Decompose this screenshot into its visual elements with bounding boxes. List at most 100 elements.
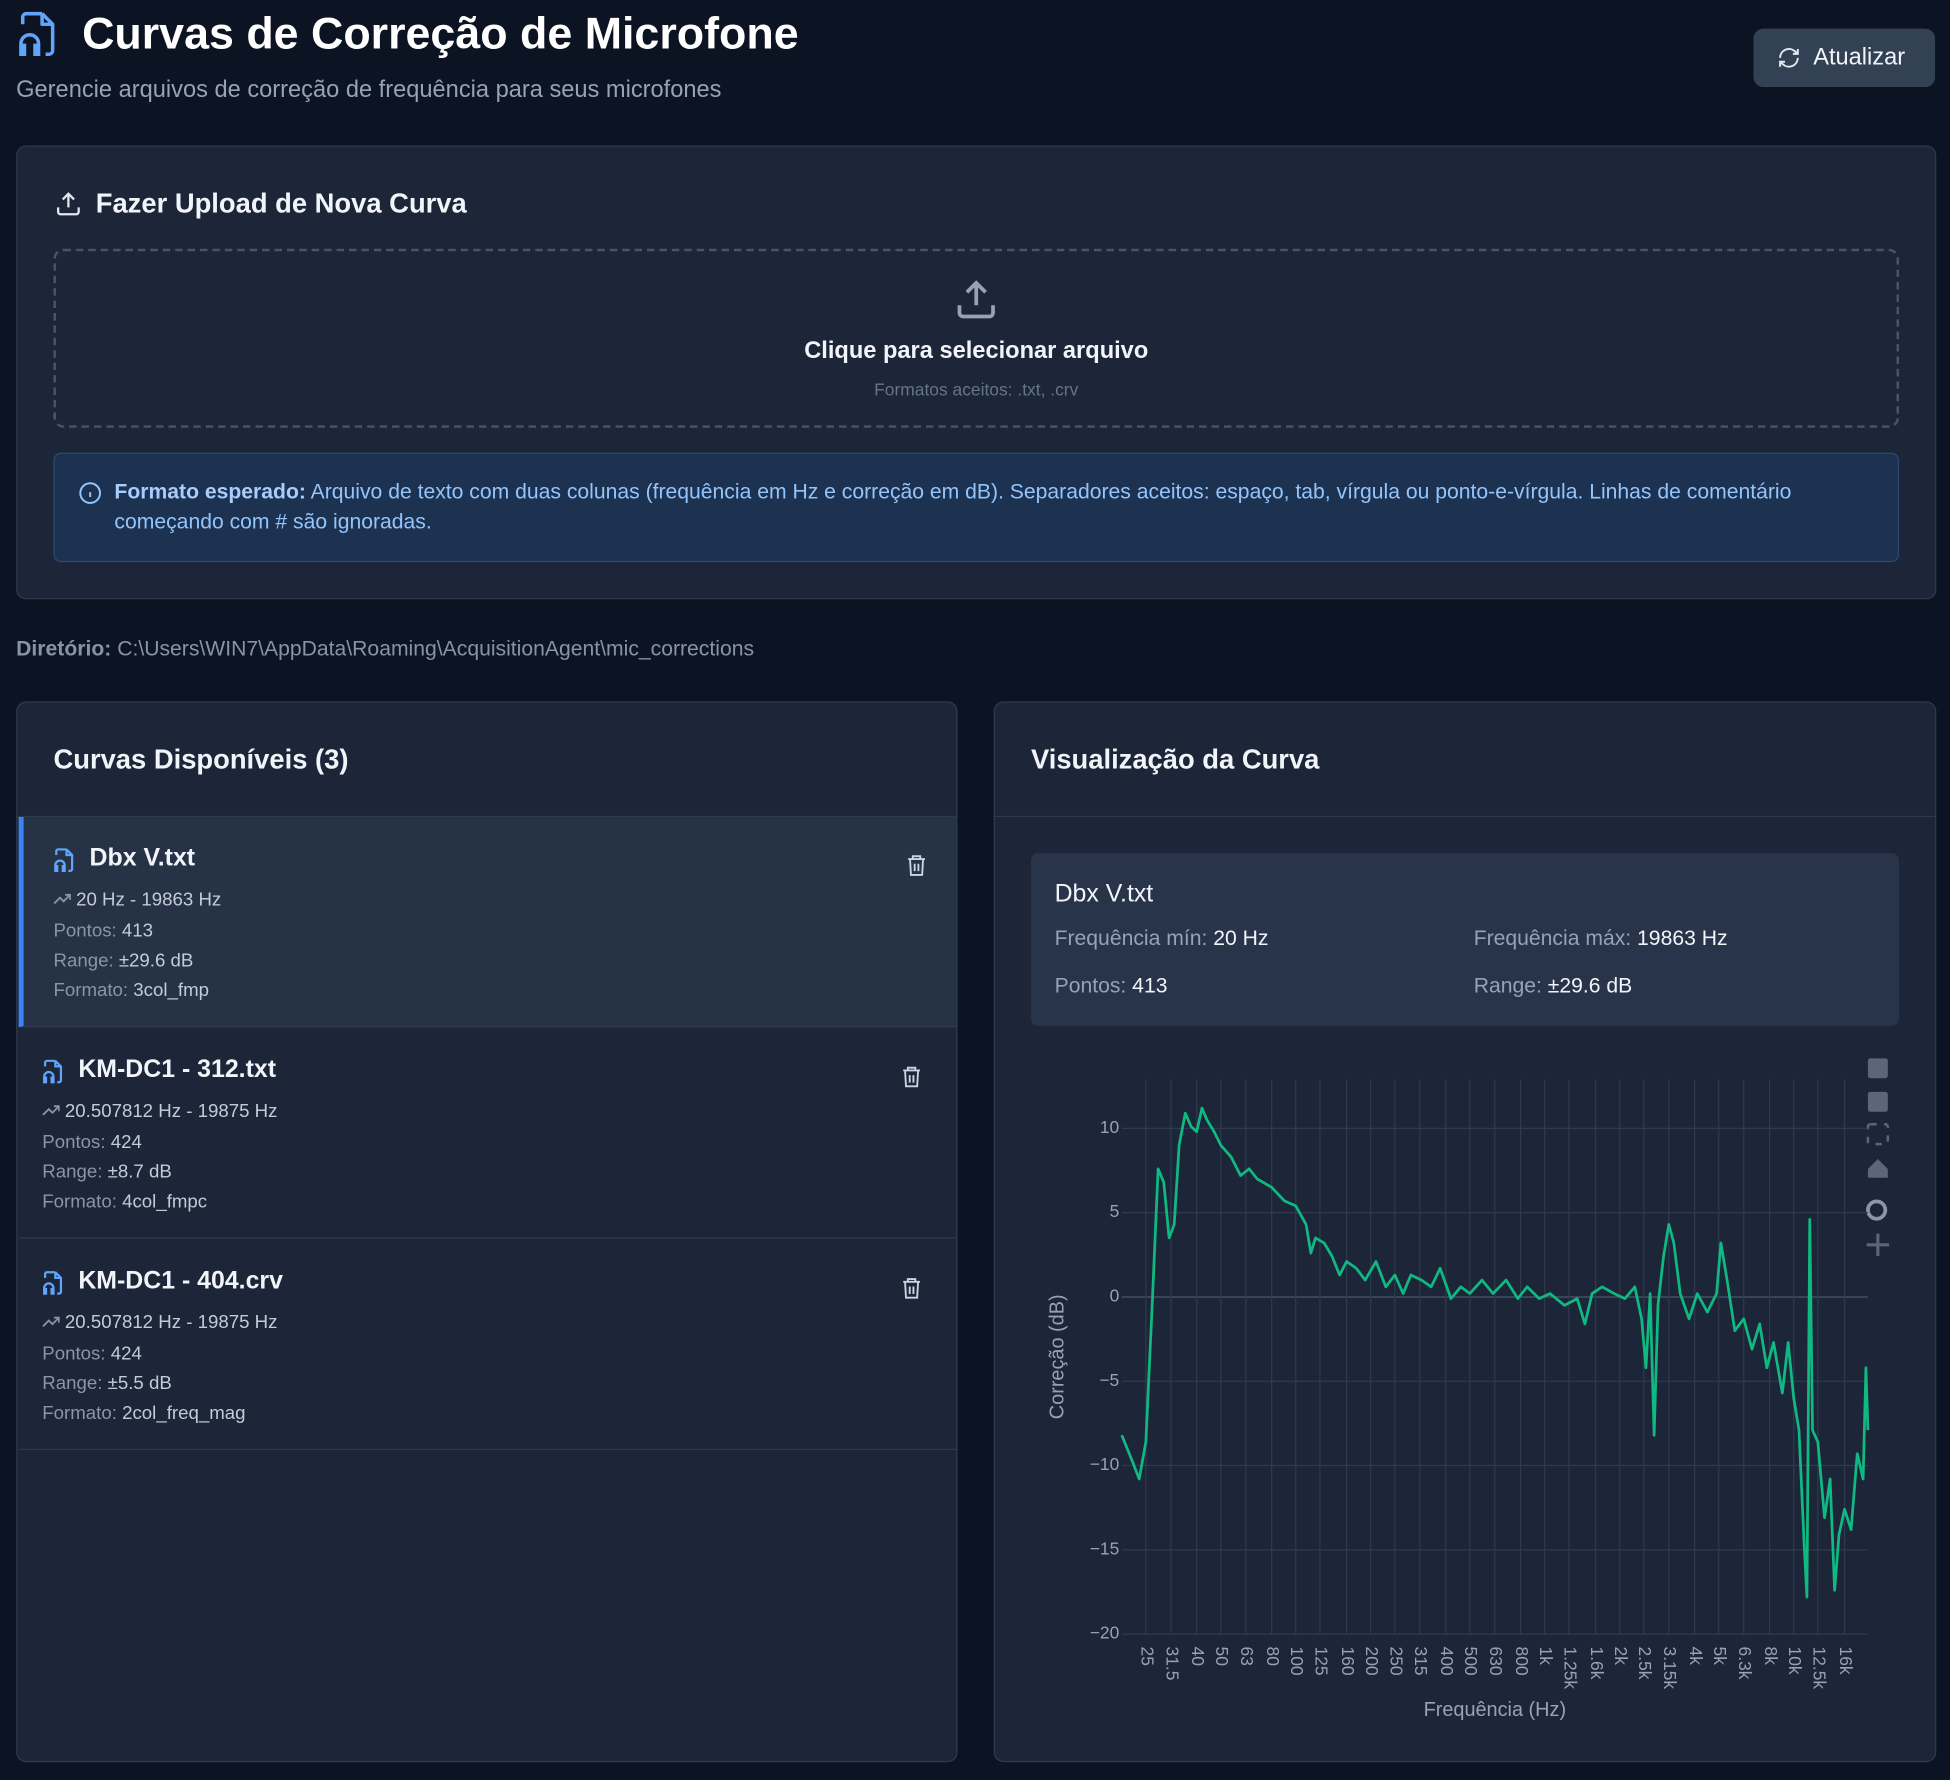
curve-name: Dbx V.txt	[89, 844, 196, 872]
x-tick-label: 2k	[1611, 1647, 1631, 1666]
x-tick-label: 4k	[1686, 1647, 1706, 1666]
meta-row: Pontos: 424	[42, 1132, 142, 1153]
value: 20 Hz - 19863 Hz	[76, 889, 222, 911]
modebar	[1866, 1058, 1890, 1257]
curve-icon	[43, 1271, 63, 1295]
divider	[994, 815, 1936, 818]
info-label: Formato esperado:	[114, 480, 306, 504]
refresh-button[interactable]: Atualizar	[1753, 28, 1936, 88]
label: Frequência mín:	[1054, 926, 1208, 951]
value: 424	[110, 1131, 142, 1153]
label: Range:	[42, 1372, 103, 1395]
trend-icon	[42, 1316, 60, 1327]
x-tick-label: 1k	[1536, 1647, 1556, 1666]
x-tick-label: 8k	[1761, 1647, 1781, 1666]
page-title: Curvas de Correção de Microfone	[82, 7, 799, 59]
value: 413	[121, 920, 154, 942]
pan[interactable]	[1866, 1233, 1890, 1257]
preview-title: Visualização da Curva	[1030, 743, 1320, 775]
upload-title: Fazer Upload de Nova Curva	[95, 187, 467, 219]
label: Range:	[53, 950, 114, 972]
info-row: Range: ±29.6 dB	[1474, 974, 1633, 999]
upload-card: Fazer Upload de Nova Curva Clique para s…	[16, 145, 1937, 600]
x-tick-label: 100	[1287, 1647, 1307, 1676]
x-tick-label: 80	[1263, 1647, 1283, 1666]
label: Range:	[1473, 973, 1542, 998]
x-tick-label: 125	[1311, 1647, 1331, 1676]
x-tick-label: 5k	[1710, 1647, 1730, 1666]
info-box: Formato esperado: Arquivo de texto com d…	[53, 452, 1900, 563]
zoom-in[interactable]	[1867, 1058, 1888, 1079]
value: 2col_freq_mag	[122, 1402, 246, 1424]
x-tick-label: 63	[1237, 1647, 1257, 1666]
x-tick-label: 10k	[1785, 1647, 1805, 1675]
directory-label: Diretório:	[16, 636, 112, 661]
x-axis-title: Frequência (Hz)	[1424, 1699, 1566, 1721]
dropzone[interactable]: Clique para selecionar arquivo Formatos …	[53, 248, 1900, 428]
info-row: Frequência mín: 20 Hz	[1055, 926, 1269, 951]
x-tick-label: 25	[1137, 1647, 1157, 1666]
delete-button[interactable]	[905, 853, 927, 878]
meta-row: Pontos: 413	[53, 920, 153, 941]
label: Pontos:	[1054, 973, 1127, 998]
curve-icon	[54, 848, 74, 872]
curves-card: Curvas Disponíveis (3) Dbx V.txt 20 Hz -…	[16, 701, 958, 1763]
zoom-out[interactable]	[1867, 1091, 1888, 1112]
refresh-label: Atualizar	[1813, 44, 1906, 71]
value: 413	[1132, 973, 1168, 998]
delete-button[interactable]	[900, 1276, 922, 1301]
x-tick-label: 3.15k	[1660, 1647, 1680, 1690]
upload-icon	[56, 192, 80, 216]
zoom[interactable]	[1866, 1199, 1888, 1221]
label: Pontos:	[42, 1343, 106, 1365]
x-tick-label: 1.6k	[1587, 1647, 1607, 1680]
label: Formato:	[42, 1191, 117, 1213]
page-subtitle: Gerencie arquivos de correção de frequên…	[16, 77, 722, 104]
preview-card: Visualização da Curva Dbx V.txt Frequênc…	[993, 701, 1937, 1763]
curve-item[interactable]: Dbx V.txt 20 Hz - 19863 Hz Pontos: 413 Ran…	[18, 817, 957, 1028]
x-tick-label: 1.25k	[1560, 1647, 1580, 1690]
chart: Correção (dB) Frequência (Hz) −20 −15 −10 −…	[1046, 1058, 1890, 1721]
meta-row: Range: ±29.6 dB	[53, 950, 193, 971]
x-tick-label: 315	[1411, 1647, 1431, 1676]
curve-name: KM-DC1 - 404.crv	[78, 1267, 283, 1295]
y-tick-label: 10	[1100, 1117, 1119, 1137]
trend-icon	[53, 893, 72, 905]
curve-icon	[43, 1059, 63, 1084]
x-tick-label: 800	[1512, 1647, 1532, 1676]
curve-name: KM-DC1 - 312.txt	[78, 1055, 276, 1084]
value: ±29.6 dB	[1547, 973, 1633, 998]
trend-icon	[42, 1105, 60, 1116]
directory: Diretório: C:\Users\WIN7\AppData\Roaming…	[16, 637, 754, 662]
y-axis-title: Correção (dB)	[1046, 1294, 1068, 1419]
meta-row: Formato: 3col_fmp	[53, 980, 209, 1001]
label: Range:	[42, 1161, 103, 1183]
reset[interactable]	[1867, 1159, 1888, 1178]
value: 20 Hz	[1213, 926, 1269, 951]
autoscale[interactable]	[1866, 1122, 1890, 1146]
label: Pontos:	[42, 1131, 106, 1153]
curve-item[interactable]: KM-DC1 - 404.crv 20.507812 Hz - 19875 Hz…	[18, 1240, 957, 1451]
meta-row: Formato: 4col_fmpc	[42, 1191, 207, 1212]
dropzone-icon	[957, 280, 995, 319]
delete-button[interactable]	[900, 1065, 922, 1090]
curve-item[interactable]: KM-DC1 - 312.txt 20.507812 Hz - 19875 Hz…	[18, 1028, 957, 1239]
meta-row: Pontos: 424	[42, 1343, 142, 1364]
value: 424	[110, 1343, 142, 1365]
label: Formato:	[42, 1402, 117, 1424]
app-icon	[19, 11, 55, 56]
refresh-icon	[1779, 48, 1799, 68]
y-tick-label: −20	[1090, 1623, 1120, 1643]
info-row: Pontos: 413	[1055, 974, 1168, 999]
info-body: Arquivo de texto com duas colunas (frequ…	[114, 480, 1792, 534]
value: ±29.6 dB	[118, 950, 194, 972]
value: ±5.5 dB	[107, 1372, 172, 1395]
x-tick-label: 16k	[1836, 1647, 1856, 1675]
x-tick-label: 630	[1486, 1647, 1506, 1676]
meta-row: Range: ±8.7 dB	[42, 1162, 172, 1183]
label: Pontos:	[53, 920, 117, 942]
y-tick-label: −15	[1090, 1538, 1120, 1558]
directory-path: C:\Users\WIN7\AppData\Roaming\Acquisitio…	[117, 636, 755, 661]
